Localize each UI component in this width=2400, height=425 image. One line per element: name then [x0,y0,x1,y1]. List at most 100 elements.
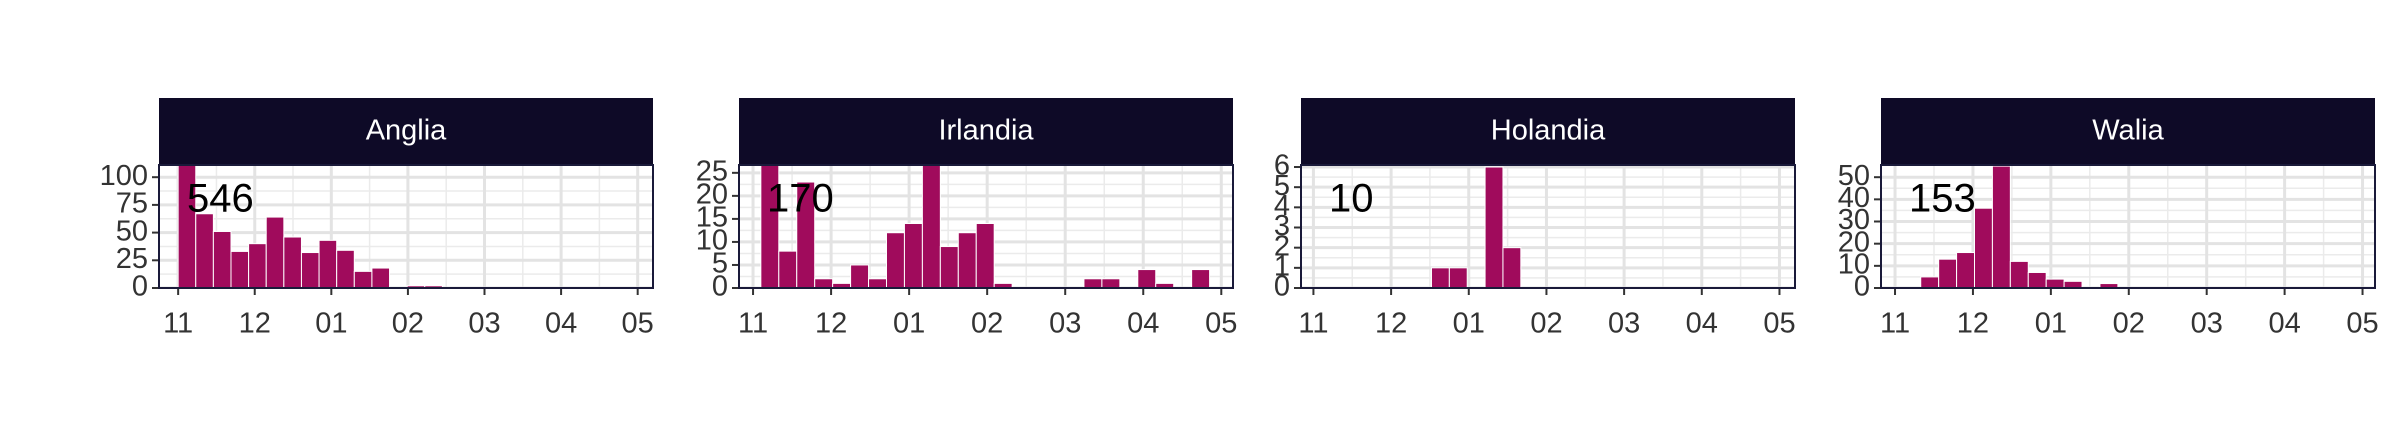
bar [850,264,870,288]
bar [2009,260,2029,288]
y-tick-label: 10 [1838,248,1870,280]
bar [318,239,338,288]
x-tick-label: 12 [1957,308,1989,340]
strip-title: Walia [2092,115,2164,147]
bar [230,250,250,288]
y-tick-label: 20 [1838,226,1870,258]
y-tick-label: 0 [1854,271,1870,303]
bar [353,270,373,288]
y-tick-label: 75 [116,188,148,220]
bar [1938,258,1958,288]
strip [739,98,1233,164]
y-tick-label: 5 [712,248,728,280]
x-tick-label: 01 [2035,308,2067,340]
x-tick-label: 12 [815,308,847,340]
y-tick-label: 4 [1274,190,1290,222]
bar [1101,278,1121,288]
y-tick-label: 15 [696,202,728,234]
y-tick-label: 1 [1274,250,1290,282]
y-tick-label: 40 [1838,182,1870,214]
bar [1448,267,1468,288]
strip-title: Anglia [366,115,447,147]
bar [371,267,391,288]
x-tick-label: 02 [971,308,1003,340]
bar [265,216,285,288]
plot-area [739,165,1233,288]
annotation: 170 [767,177,834,221]
bar [885,232,905,288]
panel-border [158,164,654,289]
x-tick-label: 12 [239,308,271,340]
x-tick-label: 01 [1453,308,1485,340]
bar [212,230,232,288]
bar [975,223,995,288]
x-tick-label: 04 [2268,308,2300,340]
bar [1083,278,1103,288]
bar [283,236,302,288]
bar [1956,252,1976,288]
bar [957,232,977,288]
strip [159,98,653,164]
y-tick-label: 0 [1274,271,1290,303]
y-tick-label: 50 [1838,160,1870,192]
x-tick-label: 11 [1880,308,1910,340]
y-tick-label: 25 [696,155,728,187]
bar [1191,269,1211,288]
x-tick-label: 05 [1205,308,1237,340]
bar [1137,269,1157,288]
bar [778,250,798,288]
bar [868,278,887,288]
strip [1301,98,1795,164]
x-tick-label: 05 [1763,308,1795,340]
y-tick-label: 0 [712,271,728,303]
x-tick-label: 04 [1686,308,1718,340]
annotation: 10 [1329,177,1374,221]
bar [300,252,320,288]
x-tick-label: 05 [2346,308,2378,340]
y-tick-label: 30 [1838,204,1870,236]
bar [195,213,214,288]
y-tick-label: 0 [132,271,148,303]
y-tick-label: 5 [1274,170,1290,202]
x-tick-label: 02 [2113,308,2145,340]
bar [2027,271,2047,288]
y-tick-label: 10 [696,225,728,257]
strip-title: Holandia [1491,115,1606,147]
panel-border [738,164,1234,289]
panel-border [1880,164,2376,289]
x-tick-label: 04 [1127,308,1159,340]
annotation: 546 [187,177,254,221]
bar [921,165,941,288]
y-tick-label: 3 [1274,210,1290,242]
strip [1881,98,2375,164]
panel-border [1300,164,1796,289]
x-tick-label: 03 [1049,308,1081,340]
y-tick-label: 25 [116,243,148,275]
bar [939,246,959,288]
x-tick-label: 05 [622,308,654,340]
bar [903,223,923,288]
bar [814,278,834,288]
bar [2045,278,2065,288]
x-tick-label: 03 [2191,308,2223,340]
x-tick-label: 03 [468,308,500,340]
x-tick-label: 02 [392,308,424,340]
x-tick-label: 02 [1530,308,1562,340]
annotation: 153 [1909,177,1976,221]
bar [1484,166,1504,288]
bar [248,243,267,288]
x-tick-label: 01 [315,308,347,340]
x-tick-label: 04 [545,308,577,340]
y-tick-label: 6 [1274,150,1290,182]
bar [1991,165,2011,288]
y-tick-label: 100 [100,160,148,192]
plot-area [1301,165,1795,288]
bar [760,165,780,288]
strip-title: Irlandia [938,115,1034,147]
x-tick-label: 01 [893,308,925,340]
